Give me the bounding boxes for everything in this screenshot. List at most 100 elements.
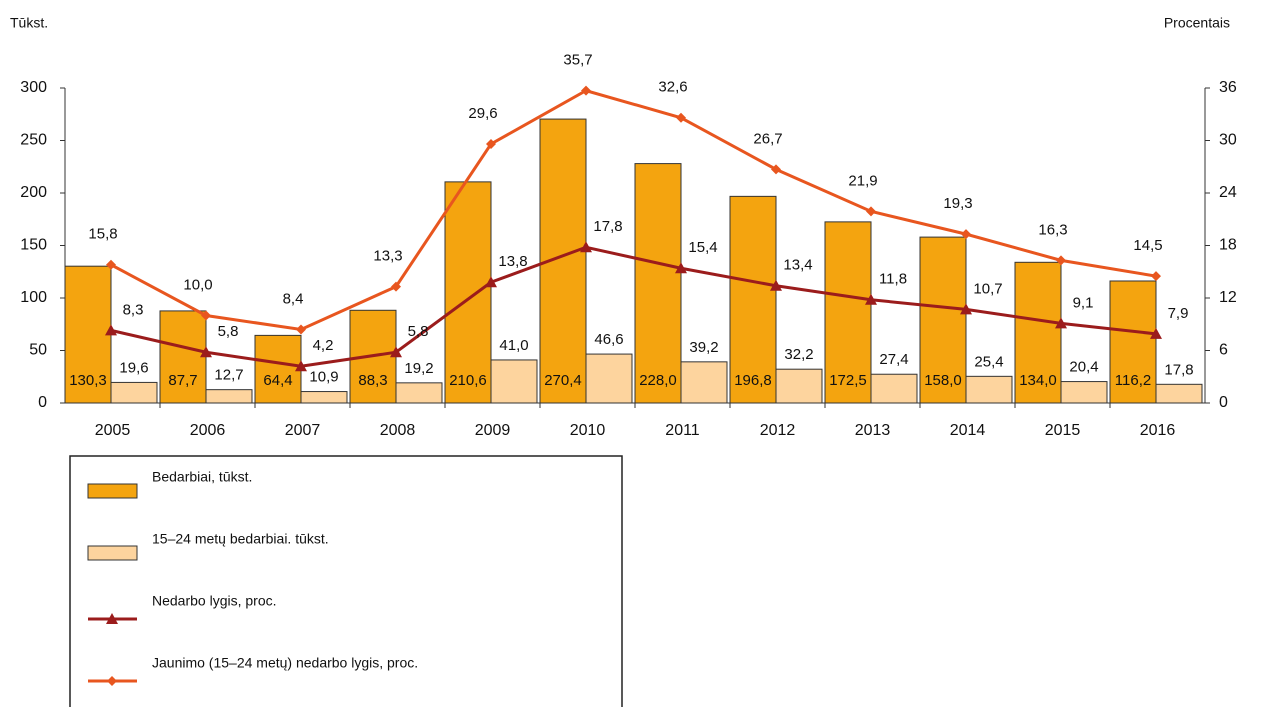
value-label: 13,3 (373, 248, 402, 265)
value-label: 41,0 (499, 337, 528, 354)
value-label: 13,4 (783, 257, 812, 274)
bar (159, 310, 207, 404)
value-label: 14,5 (1133, 237, 1162, 254)
y2-tick-label: 0 (1219, 394, 1228, 411)
legend-swatch (87, 545, 138, 561)
marker (1151, 271, 1161, 282)
value-label: 46,6 (594, 331, 623, 348)
marker (201, 310, 211, 321)
value-label: 19,6 (119, 359, 148, 376)
value-label: 196,8 (734, 372, 772, 389)
value-label: 15,8 (88, 226, 117, 243)
y2-tick-label: 18 (1219, 237, 1237, 254)
x-tick-label: 2016 (1140, 422, 1176, 439)
marker (770, 279, 782, 291)
y-tick-label: 50 (29, 342, 47, 359)
marker (107, 676, 117, 686)
bar (585, 353, 633, 404)
x-tick-label: 2014 (950, 422, 986, 439)
legend-box (69, 455, 623, 707)
legend-label: 15–24 metų bedarbiai. tūkst. (152, 531, 329, 547)
value-label: 13,8 (498, 253, 527, 270)
value-label: 10,9 (309, 369, 338, 386)
value-label: 21,9 (848, 172, 877, 189)
marker (580, 241, 592, 253)
x-tick-label: 2010 (570, 422, 606, 439)
value-label: 9,1 (1073, 294, 1094, 311)
x-tick-label: 2009 (475, 422, 511, 439)
value-label: 32,2 (784, 346, 813, 363)
bar (110, 381, 158, 404)
bar (205, 389, 253, 404)
bar (1014, 261, 1062, 404)
marker (960, 303, 972, 315)
value-label: 64,4 (263, 372, 292, 389)
value-label: 19,2 (404, 360, 433, 377)
bar (824, 221, 872, 404)
bar (444, 181, 492, 404)
value-label: 10,7 (973, 280, 1002, 297)
value-label: 17,8 (1164, 361, 1193, 378)
bar (919, 236, 967, 404)
marker (486, 139, 496, 149)
bar (395, 382, 443, 404)
legend-label: Bedarbiai, tūkst. (152, 469, 252, 485)
marker (485, 276, 497, 288)
y-tick-label: 100 (20, 289, 47, 306)
x-tick-label: 2015 (1045, 422, 1081, 439)
value-label: 228,0 (639, 372, 677, 389)
bar (254, 334, 302, 404)
marker (390, 346, 402, 358)
value-label: 130,3 (69, 372, 107, 389)
marker (106, 613, 118, 624)
value-label: 27,4 (879, 351, 908, 368)
bar (300, 391, 348, 404)
marker (1055, 317, 1067, 329)
value-label: 16,3 (1038, 221, 1067, 238)
bar (1155, 383, 1203, 404)
marker (866, 206, 876, 217)
value-label: 172,5 (829, 372, 867, 389)
x-tick-label: 2012 (760, 422, 796, 439)
value-label: 87,7 (168, 372, 197, 389)
value-label: 39,2 (689, 339, 718, 356)
value-label: 25,4 (974, 353, 1003, 370)
marker (1056, 255, 1066, 266)
bar (680, 361, 728, 404)
marker (581, 85, 591, 96)
y-tick-label: 200 (20, 184, 47, 201)
value-label: 116,2 (1115, 372, 1151, 389)
marker (105, 324, 117, 336)
x-tick-label: 2011 (665, 422, 700, 439)
y2-tick-label: 12 (1219, 289, 1237, 306)
value-label: 270,4 (544, 372, 582, 389)
marker (295, 360, 307, 372)
marker (200, 346, 212, 358)
y2-tick-label: 36 (1219, 79, 1237, 96)
value-label: 32,6 (658, 79, 687, 96)
marker (296, 324, 306, 335)
marker (1150, 327, 1162, 339)
y-tick-label: 150 (20, 237, 47, 254)
bar (634, 163, 682, 404)
value-label: 158,0 (924, 372, 962, 389)
value-label: 134,0 (1019, 372, 1057, 389)
value-label: 15,4 (688, 239, 717, 256)
value-label: 26,7 (753, 130, 782, 147)
value-label: 5,8 (408, 323, 429, 340)
x-tick-label: 2006 (190, 422, 226, 439)
value-label: 17,8 (593, 218, 622, 235)
bar (64, 265, 112, 404)
marker (961, 229, 971, 240)
value-label: 5,8 (218, 323, 239, 340)
marker (391, 281, 401, 292)
value-label: 12,7 (214, 367, 243, 384)
y-tick-label: 300 (20, 79, 47, 96)
bar (490, 359, 538, 404)
bar (965, 375, 1013, 404)
legend-swatch (87, 483, 138, 499)
value-label: 88,3 (358, 372, 387, 389)
legend-label: Jaunimo (15–24 metų) nedarbo lygis, proc… (152, 655, 418, 671)
